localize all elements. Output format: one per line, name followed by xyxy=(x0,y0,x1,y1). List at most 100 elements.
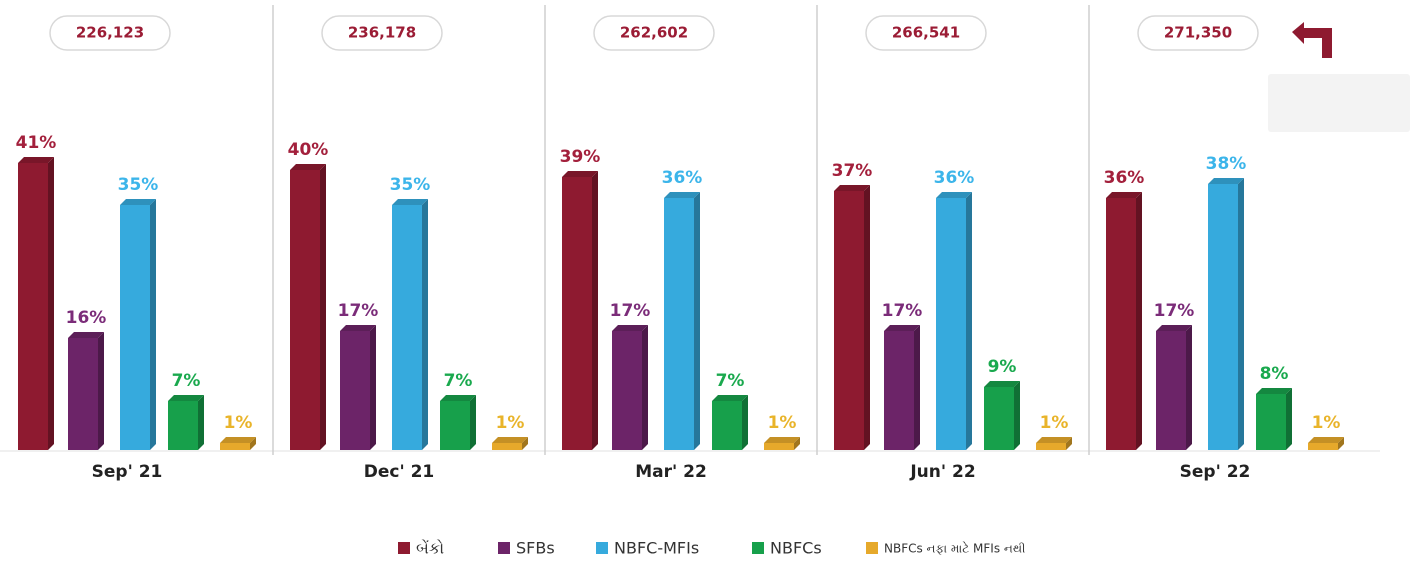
data-label: 1% xyxy=(1040,413,1069,433)
bar-top xyxy=(834,185,870,191)
data-label: 38% xyxy=(1206,154,1247,174)
bar xyxy=(1156,331,1186,450)
total-label: 236,178 xyxy=(348,24,416,42)
bar xyxy=(712,401,742,450)
bar-side xyxy=(422,199,428,450)
bar-top xyxy=(612,325,648,331)
bar xyxy=(1208,184,1238,450)
data-label: 7% xyxy=(172,371,201,391)
bar xyxy=(168,401,198,450)
note-box xyxy=(1268,74,1410,132)
bar-top xyxy=(1036,437,1072,443)
data-label: 1% xyxy=(768,413,797,433)
data-label: 1% xyxy=(1312,413,1341,433)
bar xyxy=(440,401,470,450)
bar-side xyxy=(320,164,326,450)
data-label: 16% xyxy=(66,308,107,328)
bar xyxy=(884,331,914,450)
data-label: 1% xyxy=(224,413,253,433)
total-pill xyxy=(865,15,987,51)
data-label: 17% xyxy=(338,301,379,321)
bar-side xyxy=(1238,178,1244,450)
bar-top xyxy=(1156,325,1192,331)
bar-side xyxy=(914,325,920,450)
bar xyxy=(492,443,522,450)
bar-side xyxy=(48,157,54,450)
data-label: 36% xyxy=(662,168,703,188)
bar-side xyxy=(592,171,598,450)
bar-top xyxy=(440,395,476,401)
data-label: 35% xyxy=(390,175,431,195)
data-label: 37% xyxy=(832,161,873,181)
bar xyxy=(562,177,592,450)
legend-swatch xyxy=(398,542,410,554)
legend-swatch xyxy=(752,542,764,554)
legend-label: SFBs xyxy=(516,539,555,558)
bar-top xyxy=(712,395,748,401)
bar-side xyxy=(470,395,476,450)
bar-side xyxy=(642,325,648,450)
bar xyxy=(68,338,98,450)
legend-label: NBFCs xyxy=(770,539,822,558)
arrow-icon xyxy=(1292,22,1332,58)
bar xyxy=(120,205,150,450)
legend-label: બેંકો xyxy=(416,538,444,557)
bar-side xyxy=(1338,437,1344,450)
total-pill xyxy=(49,15,171,51)
bar-side xyxy=(370,325,376,450)
bar-top xyxy=(984,381,1020,387)
bar-top xyxy=(290,164,326,170)
x-tick-label: Dec' 21 xyxy=(364,462,435,482)
bar-top xyxy=(562,171,598,177)
data-label: 35% xyxy=(118,175,159,195)
data-label: 36% xyxy=(934,168,975,188)
bar-side xyxy=(250,437,256,450)
total-pill xyxy=(593,15,715,51)
bar-side xyxy=(794,437,800,450)
bar xyxy=(1256,394,1286,450)
bar xyxy=(18,163,48,450)
x-tick-label: Jun' 22 xyxy=(909,462,975,482)
bar-top xyxy=(68,332,104,338)
bar-top xyxy=(936,192,972,198)
bar-side xyxy=(198,395,204,450)
total-label: 266,541 xyxy=(892,24,960,42)
bar-side xyxy=(522,437,528,450)
bar-top xyxy=(392,199,428,205)
bar-top xyxy=(1208,178,1244,184)
bar-side xyxy=(1286,388,1292,450)
legend-swatch xyxy=(596,542,608,554)
data-label: 1% xyxy=(496,413,525,433)
total-label: 271,350 xyxy=(1164,24,1232,42)
bar-side xyxy=(1066,437,1072,450)
bar-side xyxy=(742,395,748,450)
bar-side xyxy=(1014,381,1020,450)
bar-top xyxy=(1256,388,1292,394)
data-label: 40% xyxy=(288,140,329,160)
data-label: 17% xyxy=(882,301,923,321)
bar xyxy=(340,331,370,450)
bar xyxy=(1036,443,1066,450)
bar-side xyxy=(864,185,870,450)
bar xyxy=(392,205,422,450)
bar-top xyxy=(340,325,376,331)
bar-top xyxy=(764,437,800,443)
total-label: 226,123 xyxy=(76,24,144,42)
data-label: 9% xyxy=(988,357,1017,377)
bar xyxy=(764,443,794,450)
x-tick-label: Sep' 22 xyxy=(1180,462,1251,482)
bar-top xyxy=(220,437,256,443)
bar xyxy=(834,191,864,450)
bar-side xyxy=(150,199,156,450)
bar-top xyxy=(664,192,700,198)
bar xyxy=(220,443,250,450)
total-pill xyxy=(1137,15,1259,51)
bar-top xyxy=(168,395,204,401)
bar-top xyxy=(1308,437,1344,443)
bar-side xyxy=(1186,325,1192,450)
bar-side xyxy=(1136,192,1142,450)
legend-swatch xyxy=(866,542,878,554)
data-label: 7% xyxy=(716,371,745,391)
bar xyxy=(984,387,1014,450)
data-label: 41% xyxy=(16,133,57,153)
